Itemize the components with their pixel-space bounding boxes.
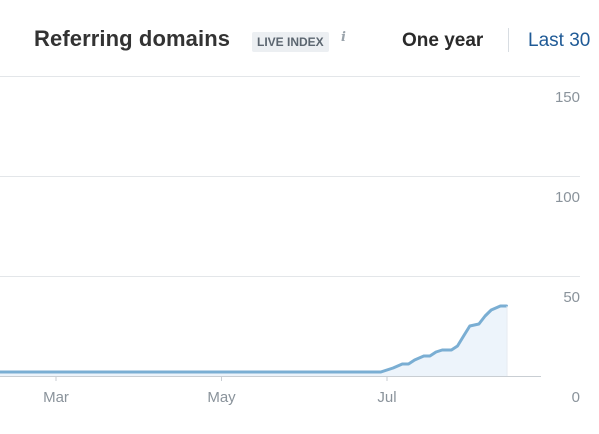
range-divider [508, 28, 509, 52]
y-tick-label: 0 [572, 389, 580, 406]
chart-canvas: 150 100 50 0 Mar May Jul [0, 76, 580, 406]
live-index-badge: LIVE INDEX [252, 32, 329, 52]
y-tick-label: 50 [563, 289, 580, 306]
range-last-30[interactable]: Last 30 [528, 30, 591, 51]
x-tick-label: Jul [377, 389, 396, 406]
x-tick-label: May [207, 389, 236, 406]
chart-title: Referring domains [34, 26, 231, 51]
referring-domains-chart: 150 100 50 0 Mar May Jul [0, 76, 599, 434]
range-one-year[interactable]: One year [402, 30, 484, 51]
series-line [0, 304, 508, 374]
info-icon[interactable]: i [341, 30, 346, 45]
y-tick-label: 100 [555, 189, 580, 206]
chart-header: Referring domains LIVE INDEX i One year … [0, 0, 599, 76]
y-tick-label: 150 [555, 89, 580, 106]
x-tick-label: Mar [43, 389, 69, 406]
series-area [0, 306, 507, 376]
